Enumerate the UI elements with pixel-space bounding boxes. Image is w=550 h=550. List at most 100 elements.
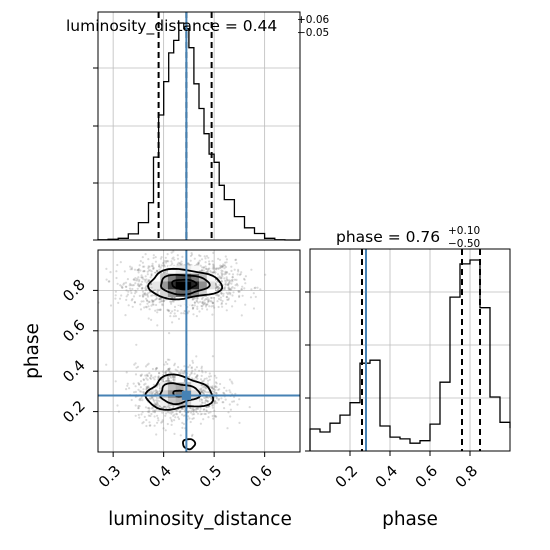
scatter-point	[125, 289, 128, 292]
scatter-point	[150, 318, 153, 321]
scatter-point	[152, 299, 155, 302]
scatter-point	[218, 287, 221, 290]
scatter-point	[243, 287, 246, 290]
scatter-point	[133, 268, 137, 271]
scatter-point	[217, 267, 220, 270]
scatter-point	[172, 315, 175, 318]
scatter-point	[200, 269, 203, 272]
scatter-point	[134, 289, 137, 292]
scatter-point	[187, 410, 190, 413]
scatter-point	[214, 381, 217, 384]
scatter-point	[141, 256, 144, 259]
scatter-point	[165, 379, 168, 382]
scatter-point	[147, 280, 150, 283]
scatter-point	[171, 262, 174, 265]
scatter-point	[230, 380, 233, 383]
scatter-point	[167, 368, 170, 371]
density-cell	[175, 288, 184, 297]
scatter-point	[147, 292, 150, 295]
scatter-point	[195, 355, 198, 358]
scatter-point	[139, 380, 143, 383]
scatter-point	[200, 297, 204, 300]
scatter-point	[164, 412, 168, 415]
scatter-point	[213, 402, 216, 405]
scatter-point	[146, 386, 149, 389]
scatter-point	[134, 390, 137, 393]
scatter-point	[171, 375, 174, 378]
scatter-point	[212, 264, 215, 267]
scatter-point	[220, 271, 223, 274]
scatter-point	[156, 391, 159, 394]
scatter-point	[222, 294, 225, 297]
scatter-point	[170, 380, 173, 383]
scatter-point	[214, 400, 217, 403]
scatter-point	[157, 375, 160, 379]
scatter-point	[141, 295, 145, 298]
scatter-point	[170, 418, 173, 421]
scatter-point	[134, 414, 137, 417]
scatter-point	[109, 304, 113, 307]
scatter-point	[195, 376, 198, 379]
scatter-point	[166, 379, 169, 382]
scatter-point	[144, 280, 147, 283]
scatter-point	[201, 401, 204, 404]
scatter-point	[191, 369, 194, 372]
scatter-point	[138, 416, 141, 419]
scatter-point	[241, 285, 244, 288]
scatter-point	[205, 270, 208, 274]
scatter-point	[166, 376, 169, 379]
scatter-point	[187, 415, 190, 418]
scatter-point	[161, 406, 165, 409]
scatter-point	[137, 413, 140, 416]
scatter-point	[205, 410, 208, 413]
scatter-point	[155, 297, 158, 300]
scatter-point	[219, 296, 222, 299]
scatter-point	[196, 375, 199, 378]
scatter-point	[161, 420, 164, 423]
scatter-point	[191, 433, 194, 436]
scatter-point	[225, 276, 228, 279]
scatter-point	[144, 275, 147, 278]
contour-upper-1	[160, 274, 211, 296]
scatter-point	[235, 262, 238, 265]
scatter-point	[221, 401, 224, 404]
scatter-point	[192, 306, 195, 309]
scatter-point	[205, 303, 208, 306]
scatter-point	[204, 297, 207, 301]
x-axis-label-luminosity-distance: luminosity_distance	[108, 509, 292, 530]
scatter-point	[214, 267, 217, 270]
scatter-point	[159, 298, 162, 301]
scatter-point	[118, 297, 122, 300]
scatter-point	[230, 282, 233, 285]
scatter-point	[243, 278, 246, 281]
scatter-point	[148, 392, 151, 395]
scatter-point	[163, 299, 166, 303]
scatter-point	[211, 390, 214, 393]
scatter-point	[166, 362, 169, 366]
scatter-point	[178, 410, 181, 413]
scatter-point	[229, 391, 232, 394]
scatter-point	[151, 396, 154, 399]
scatter-point	[216, 397, 219, 400]
scatter-point	[152, 397, 155, 401]
scatter-point	[135, 343, 138, 346]
scatter-point	[158, 308, 161, 311]
contour-bottom-island	[182, 438, 197, 451]
scatter-point	[216, 293, 219, 296]
scatter-point	[125, 371, 128, 374]
scatter-point	[139, 283, 143, 286]
scatter-point	[202, 303, 205, 306]
scatter-point	[203, 301, 206, 304]
scatter-point	[189, 411, 193, 414]
scatter-point	[160, 256, 163, 259]
scatter-point	[155, 298, 158, 301]
scatter-point	[223, 288, 226, 291]
scatter-point	[140, 287, 143, 290]
scatter-point	[142, 391, 145, 394]
density-cell	[183, 397, 192, 406]
scatter-point	[216, 288, 220, 291]
scatter-point	[156, 400, 159, 403]
scatter-point	[156, 308, 159, 311]
scatter-point	[139, 374, 142, 377]
scatter-point	[146, 385, 149, 388]
